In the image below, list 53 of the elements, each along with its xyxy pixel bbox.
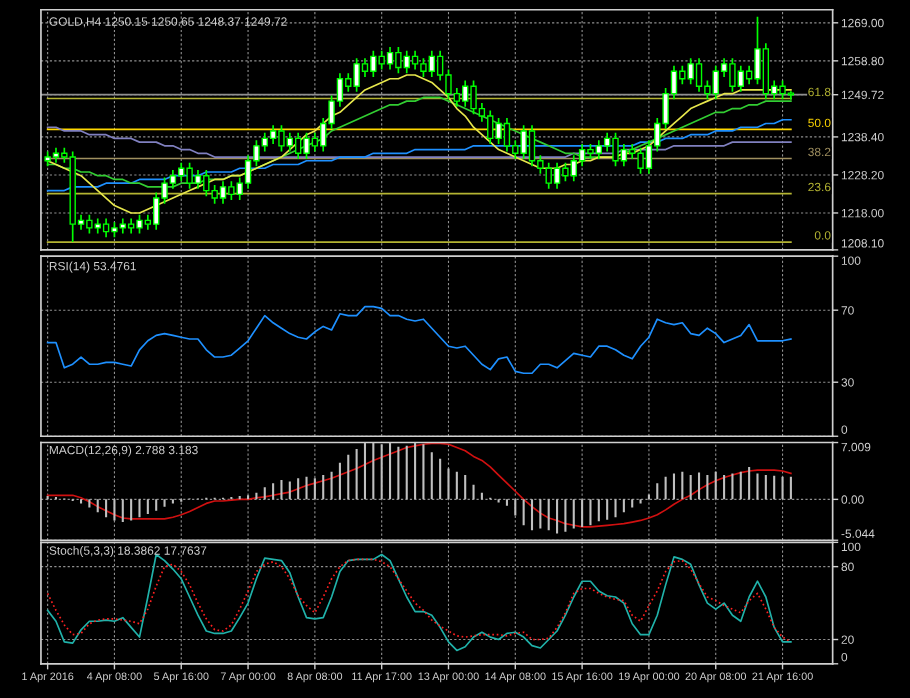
candlestick xyxy=(261,131,268,153)
candlestick xyxy=(303,131,310,160)
candlestick xyxy=(386,46,394,71)
candlestick xyxy=(411,49,419,71)
candlestick xyxy=(737,64,744,93)
candlestick xyxy=(219,180,227,205)
candlestick xyxy=(612,131,619,168)
candlestick xyxy=(620,143,628,168)
candlestick xyxy=(428,49,435,78)
candlestick xyxy=(729,57,736,93)
candlestick xyxy=(570,154,577,183)
line-series xyxy=(46,305,792,375)
candlestick xyxy=(370,49,377,78)
candlestick xyxy=(378,49,385,71)
candlestick xyxy=(595,139,603,160)
candlestick xyxy=(136,214,143,235)
candlestick xyxy=(86,214,93,235)
candlestick xyxy=(520,124,527,160)
candlestick xyxy=(311,131,319,153)
candlestick xyxy=(695,57,703,93)
candlestick xyxy=(269,124,277,145)
candlestick xyxy=(779,79,786,101)
candlestick xyxy=(637,146,644,175)
candlestick xyxy=(762,42,770,101)
candlestick xyxy=(603,131,611,153)
candlestick xyxy=(679,64,686,86)
candlestick xyxy=(712,64,719,101)
candlestick xyxy=(286,131,294,153)
line-series xyxy=(46,442,792,528)
candlestick xyxy=(102,217,110,239)
line-series xyxy=(46,118,792,192)
candlestick xyxy=(228,180,235,201)
candlestick xyxy=(353,57,360,93)
candlestick xyxy=(754,16,761,86)
candlestick xyxy=(528,124,536,168)
candlestick xyxy=(203,169,210,198)
candlestick xyxy=(278,124,285,153)
candlestick xyxy=(395,46,402,74)
candlestick xyxy=(687,57,694,86)
candlestick xyxy=(470,79,477,116)
candlestick xyxy=(294,131,302,160)
candlestick xyxy=(186,161,193,190)
candlestick xyxy=(562,161,569,183)
candlestick xyxy=(420,57,427,78)
candlestick xyxy=(578,143,586,168)
candlestick xyxy=(461,79,469,108)
candlestick xyxy=(495,117,502,145)
candlestick xyxy=(503,117,511,153)
candlestick xyxy=(403,49,410,74)
candlestick xyxy=(545,161,552,190)
candlestick xyxy=(553,161,561,190)
candlestick xyxy=(194,169,202,190)
candlestick xyxy=(487,109,494,145)
